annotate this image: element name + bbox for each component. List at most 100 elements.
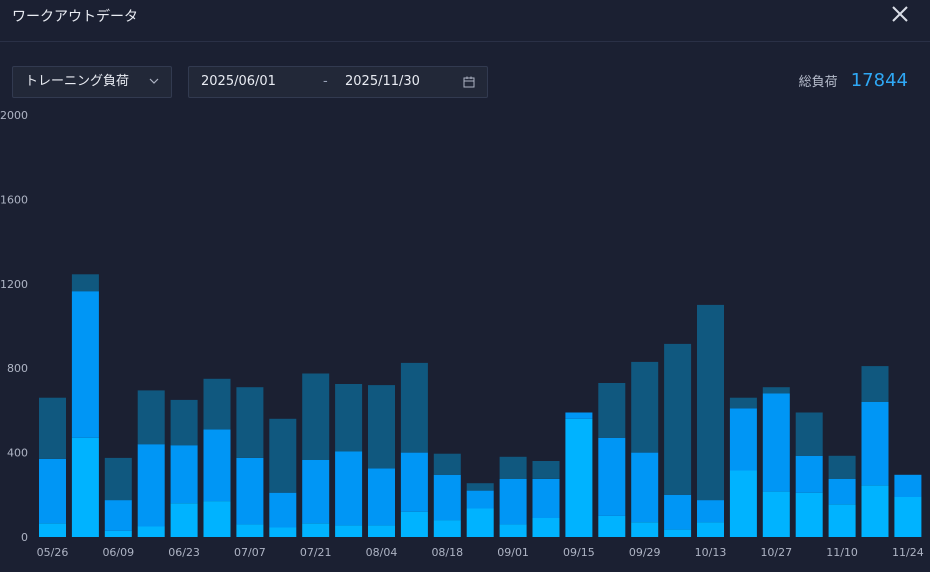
- bar-segment[interactable]: [137, 526, 165, 537]
- bar-segment[interactable]: [433, 453, 461, 475]
- bar-segment[interactable]: [302, 373, 330, 461]
- bar-segment[interactable]: [499, 456, 527, 479]
- bar-segment[interactable]: [697, 304, 724, 501]
- bar-segment[interactable]: [236, 524, 264, 537]
- bar-segment[interactable]: [664, 343, 692, 495]
- bar-segment[interactable]: [532, 518, 560, 537]
- bar-segment[interactable]: [861, 402, 889, 486]
- bar-segment[interactable]: [203, 501, 231, 537]
- bar-segment[interactable]: [400, 452, 428, 512]
- x-tick-label: 07/21: [300, 546, 332, 559]
- bar-segment[interactable]: [894, 496, 922, 537]
- bar-segment[interactable]: [400, 511, 428, 537]
- x-tick-label: 09/15: [563, 546, 595, 559]
- bar-segment[interactable]: [269, 418, 297, 493]
- bar-segment[interactable]: [104, 457, 132, 501]
- bar-segment[interactable]: [466, 490, 494, 509]
- bar-segment[interactable]: [335, 451, 363, 526]
- bar-segment[interactable]: [236, 457, 264, 525]
- bar-segment[interactable]: [532, 479, 560, 518]
- bar-segment[interactable]: [532, 461, 560, 479]
- end-date-input[interactable]: 2025/11/30: [345, 74, 420, 89]
- bar-segment[interactable]: [39, 458, 66, 524]
- bar-segment[interactable]: [400, 362, 428, 453]
- bar-segment[interactable]: [335, 525, 363, 537]
- chevron-down-icon: [149, 78, 159, 84]
- y-axis: 0 400 800 1200 1600 2000: [0, 109, 28, 544]
- bar-segment[interactable]: [631, 452, 659, 523]
- bar-segment[interactable]: [170, 503, 198, 537]
- bar-segment[interactable]: [499, 524, 527, 537]
- bar-segment[interactable]: [828, 504, 856, 537]
- bar-segment[interactable]: [631, 522, 659, 537]
- bar-segment[interactable]: [861, 485, 889, 537]
- x-tick-label: 09/01: [497, 546, 529, 559]
- bar-segment[interactable]: [71, 437, 99, 537]
- start-date-input[interactable]: 2025/06/01: [201, 74, 276, 89]
- bar-segment[interactable]: [795, 412, 823, 456]
- bar-segment[interactable]: [828, 455, 856, 479]
- bar-segment[interactable]: [302, 460, 330, 524]
- bar-segment[interactable]: [729, 470, 757, 538]
- bar-segment[interactable]: [598, 383, 626, 438]
- bar-segment[interactable]: [137, 444, 165, 527]
- bar-segment[interactable]: [170, 445, 198, 504]
- bar-segment[interactable]: [466, 508, 494, 538]
- calendar-icon[interactable]: [463, 76, 475, 88]
- y-tick-label: 0: [21, 531, 28, 544]
- bars: [39, 274, 922, 538]
- bar-segment[interactable]: [664, 494, 692, 530]
- bar-segment[interactable]: [664, 529, 692, 537]
- bar-segment[interactable]: [762, 393, 790, 492]
- bar-segment[interactable]: [335, 384, 363, 452]
- toolbar: トレーニング負荷 2025/06/01 - 2025/11/30 総負荷 178…: [0, 66, 930, 98]
- bar-segment[interactable]: [368, 525, 395, 537]
- bar-segment[interactable]: [861, 366, 889, 402]
- bar-segment[interactable]: [894, 474, 922, 497]
- bar-segment[interactable]: [368, 468, 395, 526]
- bar-segment[interactable]: [302, 523, 330, 537]
- bar-segment[interactable]: [71, 291, 99, 438]
- bar-segment[interactable]: [269, 527, 297, 538]
- bar-segment[interactable]: [828, 479, 856, 505]
- bar-segment[interactable]: [697, 500, 724, 523]
- bar-segment[interactable]: [762, 491, 790, 537]
- bar-segment[interactable]: [104, 530, 132, 537]
- metric-select-label: トレーニング負荷: [25, 74, 130, 89]
- bar-segment[interactable]: [598, 437, 626, 516]
- date-range-picker[interactable]: 2025/06/01 - 2025/11/30: [188, 66, 488, 98]
- bar-segment[interactable]: [137, 390, 165, 445]
- bar-segment[interactable]: [203, 378, 231, 430]
- bar-segment[interactable]: [795, 492, 823, 537]
- bar-segment[interactable]: [466, 483, 494, 491]
- bar-segment[interactable]: [598, 515, 626, 537]
- training-load-chart: 0 400 800 1200 1600 2000 05/26 06/09 06/23 07/07…: [0, 109, 924, 559]
- bar-segment[interactable]: [170, 399, 198, 446]
- bar-segment[interactable]: [795, 455, 823, 493]
- bar-segment[interactable]: [499, 479, 527, 525]
- metric-select[interactable]: トレーニング負荷: [12, 66, 172, 98]
- bar-segment[interactable]: [433, 520, 461, 537]
- bar-segment[interactable]: [203, 429, 231, 502]
- bar-segment[interactable]: [729, 408, 757, 471]
- bar-segment[interactable]: [236, 387, 264, 458]
- bar-segment[interactable]: [39, 397, 66, 459]
- bar-segment[interactable]: [762, 387, 790, 394]
- bar-segment[interactable]: [631, 361, 659, 453]
- bar-segment[interactable]: [565, 418, 593, 537]
- bar-segment[interactable]: [697, 522, 724, 537]
- bar-segment[interactable]: [104, 500, 132, 531]
- bar-segment[interactable]: [269, 492, 297, 528]
- x-tick-label: 05/26: [37, 546, 69, 559]
- bar-segment[interactable]: [39, 523, 66, 537]
- x-tick-label: 06/23: [168, 546, 200, 559]
- bar-segment[interactable]: [71, 274, 99, 292]
- bar-segment[interactable]: [729, 397, 757, 409]
- bar-segment[interactable]: [368, 385, 395, 469]
- close-icon[interactable]: [890, 4, 910, 24]
- bar-segment[interactable]: [433, 474, 461, 521]
- total-load-value: 17844: [850, 70, 908, 91]
- x-tick-label: 08/04: [366, 546, 398, 559]
- date-separator: -: [323, 74, 328, 89]
- bar-segment[interactable]: [565, 412, 593, 419]
